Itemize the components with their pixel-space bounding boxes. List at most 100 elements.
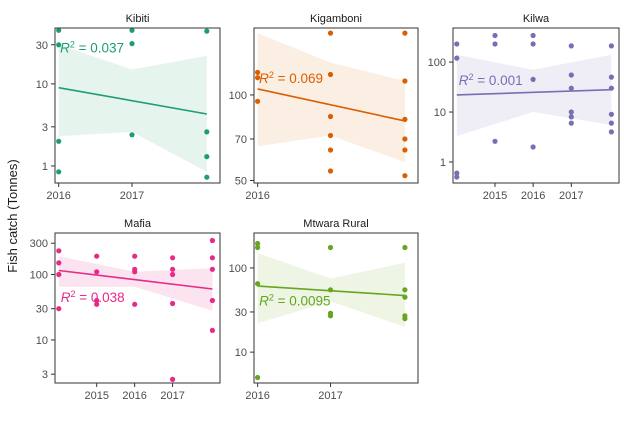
data-point bbox=[132, 269, 138, 275]
data-point bbox=[209, 237, 215, 244]
y-tick-label: 30 bbox=[36, 40, 48, 52]
data-point bbox=[568, 109, 574, 115]
r-squared-label: R2 = 0.069 bbox=[259, 70, 323, 86]
x-tick-label: 2017 bbox=[559, 190, 583, 202]
x-tick-label: 2016 bbox=[122, 390, 146, 402]
y-tick-label: 30 bbox=[36, 304, 48, 316]
data-point bbox=[568, 114, 574, 120]
x-tick-label: 2016 bbox=[245, 190, 269, 202]
data-point bbox=[402, 287, 408, 293]
r-squared-label: R2 = 0.038 bbox=[61, 289, 125, 305]
data-point bbox=[608, 129, 615, 135]
x-tick-label: 2017 bbox=[120, 190, 144, 202]
data-point bbox=[204, 129, 210, 135]
data-point bbox=[204, 154, 210, 160]
data-point bbox=[129, 132, 135, 138]
data-point bbox=[209, 255, 215, 261]
data-point bbox=[402, 173, 408, 179]
data-point bbox=[170, 266, 176, 272]
y-tick-label: 10 bbox=[36, 335, 48, 347]
y-tick-label: 100 bbox=[229, 90, 247, 102]
data-point bbox=[402, 244, 408, 251]
data-point bbox=[94, 269, 100, 275]
data-point bbox=[327, 30, 334, 36]
panel-kigamboni: Kigamboni 2016 50 70 100 R2 = 0.069 bbox=[229, 13, 419, 202]
trend-line bbox=[58, 86, 207, 115]
data-point bbox=[568, 85, 574, 91]
data-point bbox=[530, 32, 536, 39]
panel-frame bbox=[253, 27, 419, 184]
data-point bbox=[170, 271, 176, 278]
data-point bbox=[492, 41, 498, 47]
r-squared-label: R2 = 0.0095 bbox=[259, 292, 330, 308]
panel-title: Kigamboni bbox=[310, 13, 362, 25]
trend-line bbox=[257, 285, 405, 297]
data-point bbox=[402, 78, 408, 84]
panel-mafia: Mafia 2015 2016 2017 3 10 30 100 300 R2 = 0.038 bbox=[30, 218, 221, 402]
data-point bbox=[170, 255, 176, 261]
data-point bbox=[170, 300, 176, 307]
data-point bbox=[255, 281, 261, 287]
y-tick-label: 30 bbox=[235, 307, 247, 319]
x-tick-label: 2015 bbox=[84, 390, 108, 402]
data-point bbox=[56, 260, 62, 266]
data-point bbox=[402, 30, 408, 36]
panel-kilwa: Kilwa 2015 2016 2017 1 10 100 R2 = 0.001 bbox=[428, 13, 620, 202]
data-point bbox=[56, 138, 62, 144]
y-tick-label: 300 bbox=[30, 238, 48, 250]
panel-kibiti: Kibiti 2016 2017 1 3 10 30 R2 = 0.037 bbox=[36, 13, 221, 202]
r-squared-label: R2 = 0.001 bbox=[459, 72, 523, 88]
y-tick-label: 1 bbox=[440, 157, 446, 169]
y-tick-label: 10 bbox=[434, 107, 446, 119]
y-tick-label: 1 bbox=[42, 161, 48, 173]
data-point bbox=[209, 327, 215, 333]
panel-frame bbox=[54, 27, 221, 184]
data-point bbox=[255, 374, 261, 381]
y-tick-label: 100 bbox=[30, 269, 48, 281]
data-point bbox=[255, 98, 261, 104]
data-point bbox=[255, 75, 261, 81]
y-axis-label: Fish catch (Tonnes) bbox=[5, 159, 20, 272]
data-point bbox=[454, 174, 460, 180]
y-tick-label: 100 bbox=[229, 263, 247, 275]
r-squared-label: R2 = 0.037 bbox=[60, 40, 124, 56]
data-point bbox=[608, 43, 615, 49]
data-point bbox=[204, 28, 210, 34]
y-tick-label: 50 bbox=[235, 176, 247, 188]
data-point bbox=[327, 168, 334, 174]
y-tick-label: 100 bbox=[428, 57, 446, 69]
data-point bbox=[255, 244, 261, 251]
data-point bbox=[129, 41, 135, 47]
y-tick-label: 10 bbox=[36, 79, 48, 91]
data-point bbox=[568, 43, 574, 49]
y-tick-label: 10 bbox=[235, 347, 247, 359]
trend-line bbox=[257, 88, 406, 122]
data-point bbox=[209, 297, 215, 304]
confidence-band bbox=[456, 54, 612, 137]
data-point bbox=[56, 42, 62, 48]
data-point bbox=[492, 138, 498, 144]
data-point bbox=[327, 244, 334, 251]
x-tick-label: 2017 bbox=[318, 390, 342, 402]
data-point bbox=[56, 27, 62, 33]
data-point bbox=[94, 297, 100, 304]
panel-frame bbox=[253, 232, 419, 384]
data-point bbox=[530, 144, 536, 150]
x-tick-label: 2016 bbox=[245, 390, 269, 402]
x-tick-label: 2015 bbox=[483, 190, 507, 202]
data-point bbox=[530, 76, 536, 82]
data-point bbox=[327, 71, 334, 78]
panel-title: Mafia bbox=[124, 218, 152, 230]
x-tick-label: 2017 bbox=[160, 390, 184, 402]
data-point bbox=[402, 136, 408, 142]
x-tick-label: 2016 bbox=[521, 190, 545, 202]
y-tick-label: 70 bbox=[235, 134, 247, 146]
data-point bbox=[454, 170, 460, 176]
data-point bbox=[608, 120, 615, 126]
data-point bbox=[568, 72, 574, 78]
confidence-band bbox=[257, 33, 405, 163]
data-point bbox=[492, 32, 498, 39]
data-point bbox=[56, 306, 62, 312]
data-point bbox=[56, 271, 62, 278]
